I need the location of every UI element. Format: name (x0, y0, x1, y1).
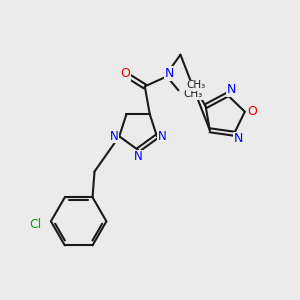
Text: O: O (120, 67, 130, 80)
Text: CH₃: CH₃ (183, 89, 203, 99)
Text: N: N (233, 132, 243, 145)
Text: N: N (165, 67, 174, 80)
Text: CH₃: CH₃ (186, 80, 205, 90)
Text: O: O (247, 105, 257, 118)
Text: N: N (158, 130, 166, 143)
Text: N: N (134, 150, 142, 164)
Text: Cl: Cl (29, 218, 41, 231)
Text: N: N (110, 130, 119, 143)
Text: N: N (226, 83, 236, 96)
